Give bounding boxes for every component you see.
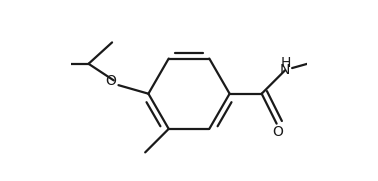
Text: O: O	[105, 74, 116, 88]
Text: N: N	[280, 63, 290, 77]
Text: O: O	[272, 125, 283, 139]
Text: H: H	[280, 56, 291, 70]
